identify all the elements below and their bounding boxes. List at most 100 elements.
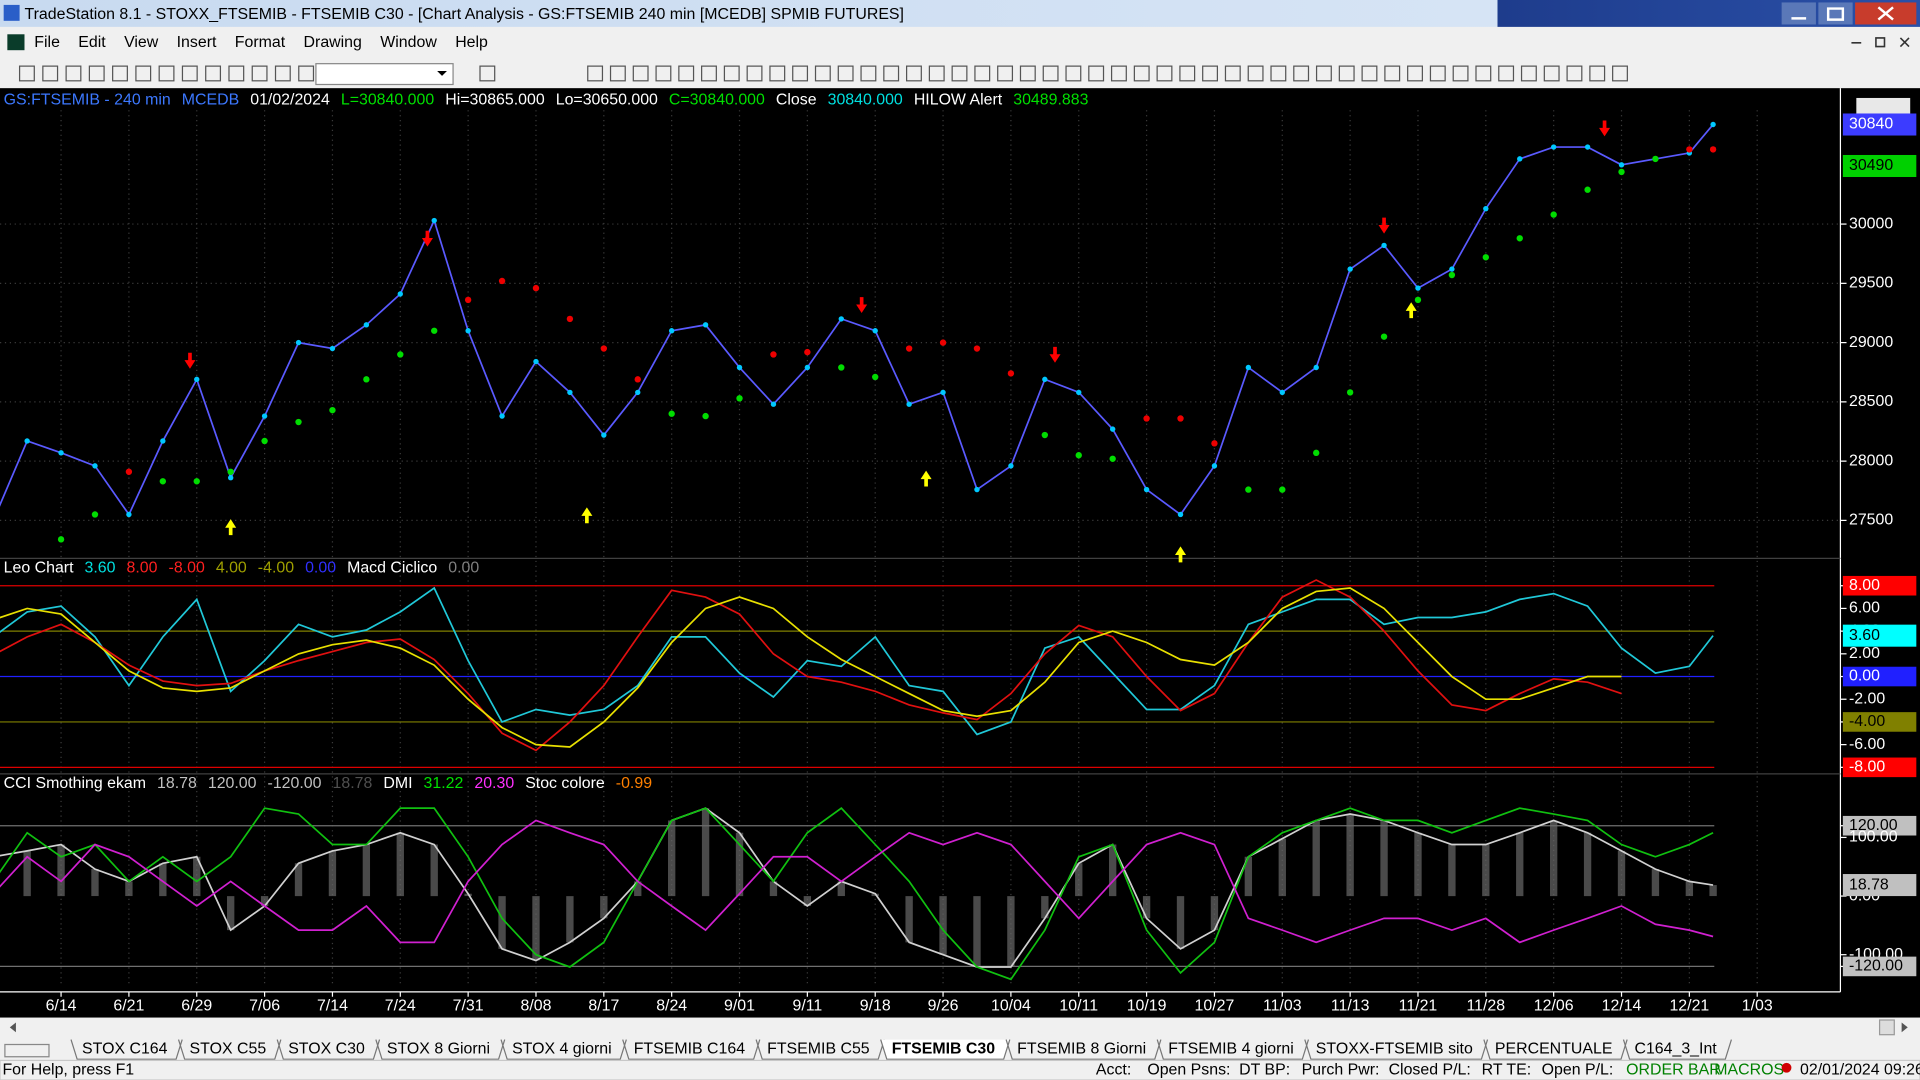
tool-icon[interactable]: [769, 65, 786, 82]
h-scrollbar[interactable]: [0, 1017, 1920, 1038]
tool-icon[interactable]: [906, 65, 922, 82]
tab-label[interactable]: PERCENTUALE: [1495, 1041, 1613, 1058]
tool-icon[interactable]: [1019, 65, 1036, 82]
tool-icon[interactable]: [18, 65, 35, 82]
tab[interactable]: [622, 1039, 761, 1060]
tool-icon[interactable]: [1612, 65, 1628, 82]
tool-icon[interactable]: [792, 65, 809, 82]
menu-item[interactable]: Drawing: [304, 34, 362, 51]
tool-icon[interactable]: [181, 65, 198, 82]
tool-icon[interactable]: [274, 65, 291, 82]
tool-icon[interactable]: [1179, 65, 1196, 82]
child-window-controls[interactable]: [1851, 37, 1910, 48]
tab[interactable]: [1622, 1039, 1733, 1060]
tab-label[interactable]: STOX 4 giorni: [512, 1041, 612, 1058]
tool-icon[interactable]: [1110, 65, 1127, 82]
menu-item[interactable]: Edit: [78, 34, 106, 51]
tool-icon[interactable]: [1247, 65, 1264, 82]
tool-icon[interactable]: [1429, 65, 1446, 82]
tool-icon[interactable]: [974, 65, 991, 82]
tool-icon[interactable]: [746, 65, 763, 82]
tool-icon[interactable]: [1566, 65, 1583, 82]
tab[interactable]: [375, 1039, 506, 1060]
tool-icon[interactable]: [1133, 65, 1150, 82]
tab[interactable]: [880, 1039, 1011, 1060]
tool-icon[interactable]: [814, 65, 831, 82]
tab-label[interactable]: STOX C164: [82, 1041, 168, 1058]
tab-label[interactable]: STOX C30: [288, 1041, 365, 1058]
menu-item[interactable]: Window: [380, 34, 437, 51]
tab-label[interactable]: STOX 8 Giorni: [387, 1041, 490, 1058]
menu-item[interactable]: Format: [235, 34, 286, 51]
tool-icon[interactable]: [65, 65, 82, 82]
tool-icon[interactable]: [951, 65, 968, 82]
tool-icon[interactable]: [655, 65, 672, 82]
tool-icon[interactable]: [1520, 65, 1537, 82]
tool-icon[interactable]: [609, 65, 626, 82]
tool-icon[interactable]: [1202, 65, 1219, 82]
tool-icon[interactable]: [883, 65, 900, 82]
tool-icon[interactable]: [1338, 65, 1355, 82]
tool-icon[interactable]: [251, 65, 268, 82]
tool-icon[interactable]: [1543, 65, 1560, 82]
tool-icon[interactable]: [88, 65, 105, 82]
tool-icon[interactable]: [1452, 65, 1469, 82]
tab-label[interactable]: STOX C55: [190, 1041, 267, 1058]
tool-icon[interactable]: [1224, 65, 1241, 82]
menu-item[interactable]: Insert: [177, 34, 217, 51]
tool-icon[interactable]: [723, 65, 740, 82]
tool-icon[interactable]: [997, 65, 1014, 82]
tool-icon[interactable]: [1065, 65, 1082, 82]
tool-icon[interactable]: [701, 65, 717, 82]
tool-icon[interactable]: [1315, 65, 1332, 82]
tab-label[interactable]: FTSEMIB C30: [892, 1041, 996, 1058]
tool-icon[interactable]: [632, 65, 649, 82]
tool-icon[interactable]: [479, 65, 496, 82]
tool-icon[interactable]: [298, 65, 315, 82]
tool-icon[interactable]: [1293, 65, 1310, 82]
tool-icon[interactable]: [1475, 65, 1492, 82]
tab[interactable]: [276, 1039, 381, 1060]
symbol-combo[interactable]: [315, 63, 454, 86]
menu-item[interactable]: View: [124, 34, 159, 51]
tool-icon[interactable]: [228, 65, 245, 82]
tool-icon[interactable]: [158, 65, 175, 82]
tab[interactable]: [1483, 1039, 1628, 1060]
tool-icon[interactable]: [1384, 65, 1401, 82]
tab-label[interactable]: FTSEMIB C164: [634, 1041, 746, 1058]
tool-icon[interactable]: [1042, 65, 1059, 82]
tool-icon[interactable]: [1270, 65, 1287, 82]
maximize-button[interactable]: [1818, 2, 1853, 25]
tab-nav[interactable]: [4, 1043, 50, 1058]
tab-label[interactable]: C164_3_Int: [1634, 1041, 1717, 1058]
tab[interactable]: [500, 1039, 627, 1060]
scroll-thumb[interactable]: [1878, 1019, 1895, 1036]
tab[interactable]: [1005, 1039, 1162, 1060]
tool-icon[interactable]: [1498, 65, 1515, 82]
menu-item[interactable]: Help: [455, 34, 488, 51]
tab[interactable]: [755, 1039, 885, 1060]
tool-icon[interactable]: [42, 65, 59, 82]
tool-icon[interactable]: [1156, 65, 1173, 82]
tool-icon[interactable]: [135, 65, 152, 82]
tool-icon[interactable]: [837, 65, 854, 82]
tab[interactable]: [70, 1039, 183, 1060]
menu-item[interactable]: File: [34, 34, 60, 51]
tool-icon[interactable]: [1088, 65, 1105, 82]
tool-icon[interactable]: [112, 65, 128, 82]
tool-icon[interactable]: [860, 65, 877, 82]
tab-label[interactable]: STOXX-FTSEMIB sito: [1316, 1041, 1473, 1058]
tab-label[interactable]: FTSEMIB C55: [767, 1041, 870, 1058]
tool-icon[interactable]: [678, 65, 695, 82]
tool-icon[interactable]: [1589, 65, 1606, 82]
minimize-button[interactable]: [1781, 2, 1816, 25]
tool-icon[interactable]: [1361, 65, 1378, 82]
tool-icon[interactable]: [1407, 65, 1423, 82]
tool-icon[interactable]: [205, 65, 222, 82]
tool-icon[interactable]: [587, 65, 604, 82]
tab[interactable]: [1304, 1039, 1489, 1060]
tab[interactable]: [177, 1039, 282, 1060]
tab[interactable]: [1156, 1039, 1310, 1060]
tool-icon[interactable]: [928, 65, 945, 82]
tab-label[interactable]: FTSEMIB 8 Giorni: [1017, 1041, 1146, 1058]
